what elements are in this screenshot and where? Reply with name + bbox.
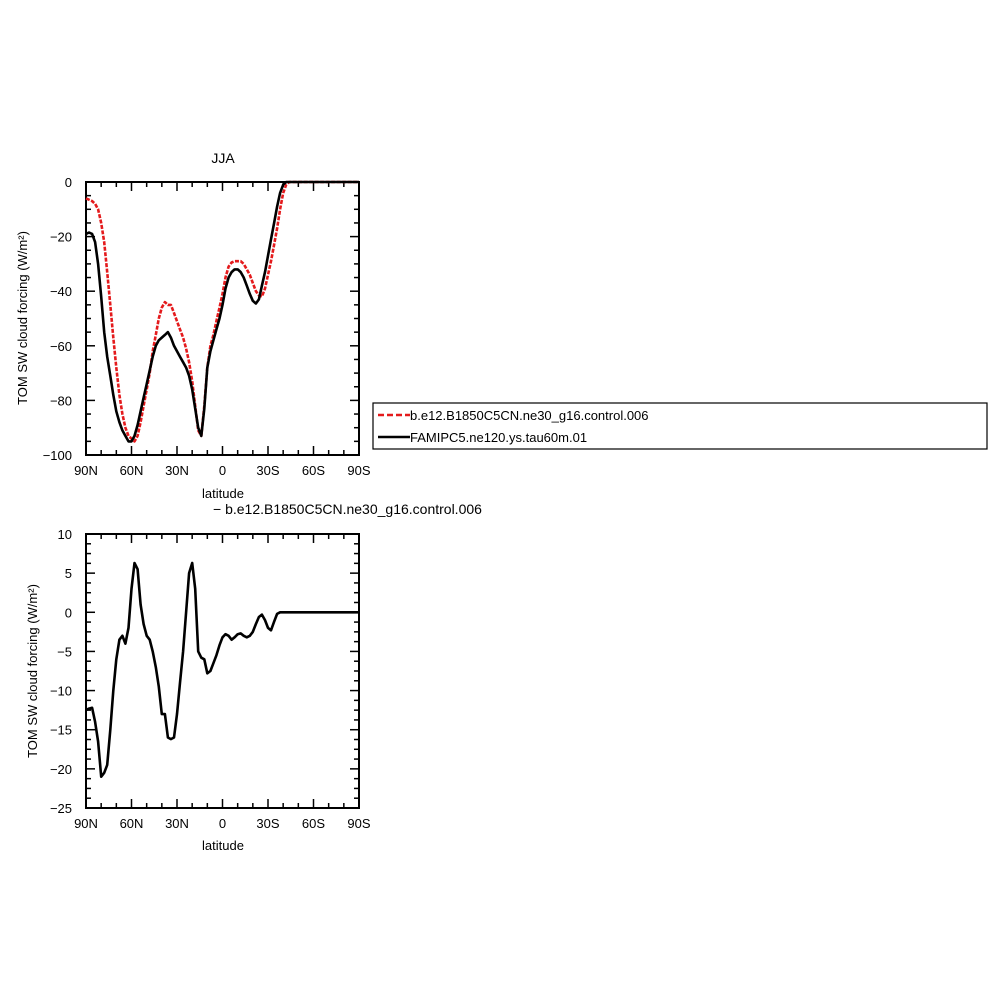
top-x-tick-label: 60S bbox=[302, 463, 325, 478]
bottom-x-tick-label: 60N bbox=[120, 816, 144, 831]
bottom-plot-frame bbox=[85, 533, 360, 809]
top-y-tick-label: −20 bbox=[50, 230, 72, 245]
bottom-y-tick-label: −20 bbox=[50, 762, 72, 777]
chart-legend: b.e12.B1850C5CN.ne30_g16.control.006 FAM… bbox=[372, 402, 988, 450]
bottom-x-tick-label: 90N bbox=[74, 816, 98, 831]
chart-top-ylabel: TOM SW cloud forcing (W/m²) bbox=[15, 231, 30, 405]
chart-top-xlabel: latitude bbox=[202, 486, 244, 501]
chart-bottom-title: − b.e12.B1850C5CN.ne30_g16.control.006 bbox=[213, 501, 482, 517]
top-plot-frame bbox=[85, 181, 360, 456]
bottom-x-tick-label: 30N bbox=[165, 816, 189, 831]
chart-top-panel: JJA 90N 60N 30N 0 30S 60S 90S 0 −20 −40 −60 −80 −100… bbox=[15, 150, 371, 501]
bottom-y-tick-label: −5 bbox=[57, 644, 72, 659]
bottom-y-tick-label: −15 bbox=[50, 723, 72, 738]
bottom-series-line-1 bbox=[85, 561, 359, 778]
bottom-y-tick-label: −25 bbox=[50, 801, 72, 816]
top-series-line-2 bbox=[85, 180, 359, 443]
bottom-x-tick-label: 90S bbox=[347, 816, 370, 831]
bottom-y-tick-label: 0 bbox=[65, 605, 72, 620]
bottom-y-tick-label: 10 bbox=[58, 527, 72, 542]
chart-bottom-xlabel: latitude bbox=[202, 838, 244, 853]
top-y-tick-label: −100 bbox=[43, 448, 72, 463]
top-y-tick-label: −80 bbox=[50, 393, 72, 408]
legend-entry-2: FAMIPC5.ne120.ys.tau60m.01 bbox=[410, 430, 587, 445]
chart-bottom-ylabel: TOM SW cloud forcing (W/m²) bbox=[25, 584, 40, 758]
top-x-tick-label: 60N bbox=[120, 463, 144, 478]
top-series-line-1 bbox=[85, 180, 359, 443]
bottom-y-tick-label: −10 bbox=[50, 684, 72, 699]
chart-top-title: JJA bbox=[211, 150, 235, 166]
bottom-x-tick-label: 0 bbox=[219, 816, 226, 831]
chart-bottom-plot-area: 90N 60N 30N 0 30S 60S 90S 10 5 0 −5 −10 −15 −20 −25 bbox=[50, 527, 371, 831]
top-x-tick-label: 90S bbox=[347, 463, 370, 478]
top-y-tick-label: −40 bbox=[50, 284, 72, 299]
bottom-x-tick-label: 30S bbox=[256, 816, 279, 831]
legend-entry-1: b.e12.B1850C5CN.ne30_g16.control.006 bbox=[410, 408, 649, 423]
chart-bottom-panel: − b.e12.B1850C5CN.ne30_g16.control.006 9… bbox=[25, 501, 482, 853]
bottom-x-tick-label: 60S bbox=[302, 816, 325, 831]
top-x-tick-label: 0 bbox=[219, 463, 226, 478]
top-x-tick-label: 30S bbox=[256, 463, 279, 478]
legend-box bbox=[372, 402, 988, 450]
top-y-tick-label: 0 bbox=[65, 175, 72, 190]
top-x-tick-label: 30N bbox=[165, 463, 189, 478]
bottom-y-tick-label: 5 bbox=[65, 566, 72, 581]
top-x-tick-label: 90N bbox=[74, 463, 98, 478]
top-y-tick-label: −60 bbox=[50, 339, 72, 354]
chart-top-plot-area: 90N 60N 30N 0 30S 60S 90S 0 −20 −40 −60 −80 −100 bbox=[43, 175, 371, 478]
